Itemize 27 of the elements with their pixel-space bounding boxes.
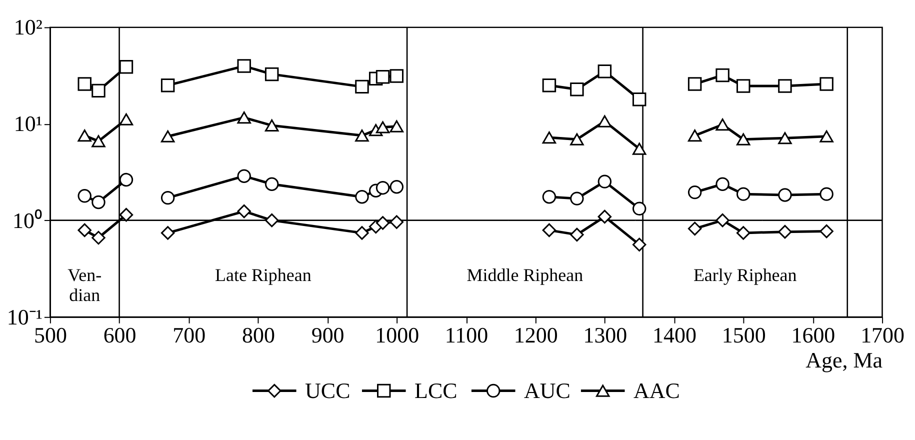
annotation: Early Riphean	[693, 264, 797, 285]
x-tick-label: 600	[103, 322, 136, 348]
x-tick-label: 1100	[444, 322, 488, 348]
legend-label: LCC	[414, 378, 458, 403]
x-tick-label: 1300	[583, 322, 628, 348]
legend-label: AUC	[524, 378, 570, 403]
point	[92, 84, 106, 98]
y-tick-label: 10¹	[14, 111, 42, 136]
x-tick-label: 1000	[375, 322, 420, 348]
y-tick-label: 10²	[14, 14, 43, 40]
legend-label: UCC	[305, 378, 350, 403]
point	[119, 60, 134, 74]
legend-label: AAC	[634, 378, 680, 403]
x-tick-label: 900	[311, 322, 344, 348]
x-tick-label: 700	[172, 322, 206, 348]
annotation: Late Riphean	[215, 264, 312, 285]
point	[78, 77, 92, 91]
x-tick-label: 1500	[722, 322, 766, 348]
annotation: Ven- dian	[68, 264, 102, 305]
annotation: Middle Riphean	[466, 264, 584, 285]
x-tick-label: 800	[242, 322, 275, 348]
x-axis-title: Age, Ma	[806, 347, 883, 372]
y-tick-label: 10⁰	[12, 208, 42, 233]
x-tick-label: 1200	[514, 322, 558, 348]
x-tick-label: 1400	[652, 322, 696, 348]
x-tick-label: 1700	[860, 322, 905, 348]
x-tick-label: 1600	[791, 322, 836, 348]
